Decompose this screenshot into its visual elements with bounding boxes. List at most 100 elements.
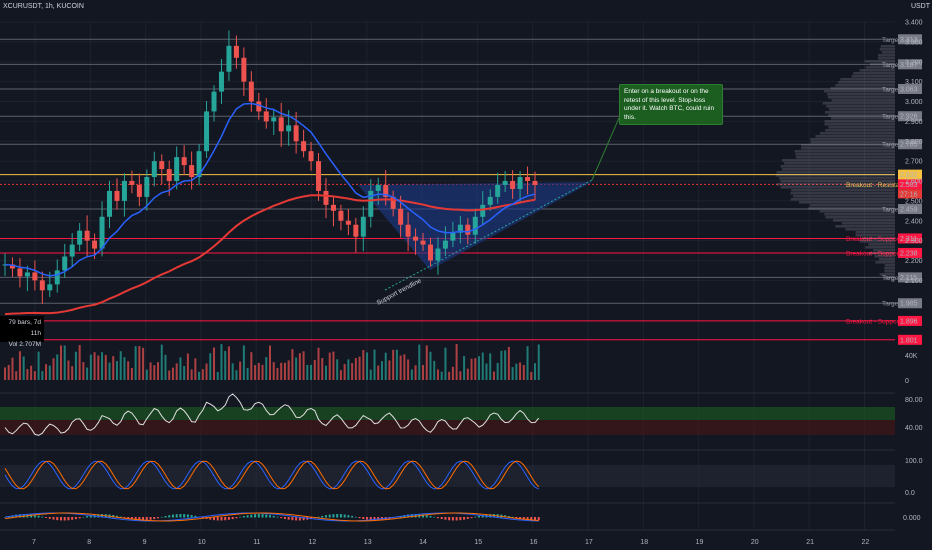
macd-hist [160,516,163,518]
volume-bar [97,355,100,380]
macd-hist [534,517,536,521]
volume-bar [384,352,387,380]
volume-bar [295,357,298,380]
time-axis: 7 8 9 10 11 12 13 14 15 16 17 18 19 20 21 22 [32,539,869,546]
candle-body [62,256,68,271]
volume-bar [71,366,74,380]
profile-bar [874,255,895,258]
time-tick: 7 [32,539,36,546]
candle-body [211,91,217,112]
time-tick: 16 [530,539,538,546]
rsi-tick: 80.00 [905,397,923,404]
profile-bar [845,228,895,231]
time-tick: 10 [198,539,206,546]
profile-bar [875,261,895,264]
volume-bar [459,371,462,380]
volume-bar [30,365,33,380]
volume-pane: 40K 0 [4,344,918,385]
macd-hist [422,514,425,518]
profile-bar [878,258,895,261]
macd-hist [530,517,533,521]
time-tick: 11 [253,539,260,546]
profile-bar [795,153,895,156]
macd-hist [246,515,249,518]
profile-bar [815,135,895,138]
volume-bar [235,370,238,380]
profile-bar [782,159,895,162]
macd-hist [209,517,212,520]
volume-bar [478,356,481,380]
time-tick: 15 [474,539,482,546]
currency-label: USDT [910,3,930,10]
price-tick: 3.400 [905,20,923,27]
macd-hist [455,517,458,521]
candle-body [204,111,210,152]
candle-body [9,264,15,269]
macd-hist [302,517,305,521]
profile-bar [828,114,895,117]
level-price-box [898,272,922,283]
candle-body [427,244,433,261]
candle-body [390,196,396,209]
macd-hist [448,517,451,521]
candle-body [293,125,299,142]
profile-bar [841,222,895,225]
volume-bar [201,369,204,380]
macd-hist [201,517,204,519]
profile-bar [780,165,895,168]
level-price-box [898,111,922,122]
volume-bar [4,367,6,380]
volume-bar [515,363,518,380]
profile-bar [879,48,895,51]
volume-bar [436,369,439,380]
macd-hist [67,517,70,521]
volume-bar [93,352,96,380]
stoch-tick: 0.0 [905,490,915,497]
volume-bar [52,358,55,380]
level-label: Breakout - Resistance [846,182,910,189]
candle-body [398,208,404,225]
price-tick: 3.300 [905,39,923,46]
macd-hist [291,517,294,521]
macd-signal-line [4,512,539,522]
profile-bar [775,174,895,177]
macd-hist [227,517,230,520]
candle-body [286,125,292,132]
macd-hist [145,517,148,521]
profile-bar [840,78,895,81]
profile-bar [831,99,895,102]
macd-hist [74,517,77,520]
macd-hist [451,517,454,521]
macd-hist [324,515,327,518]
volume-bar [33,371,36,380]
profile-bar [870,63,895,66]
macd-hist [489,514,492,518]
volume-bar [414,365,417,380]
volume-bar [257,362,260,380]
volume-bar [11,357,14,380]
candle-body [495,184,501,197]
price-tick: 2.600 [905,179,923,186]
profile-bar [865,66,895,69]
macd-hist [515,517,518,519]
volume-bar [373,349,376,380]
macd-hist [283,517,286,519]
macd-hist [410,514,413,518]
profile-bar [828,126,895,129]
macd-hist [224,517,227,521]
volume-bar [287,360,290,380]
profile-bar [780,186,895,189]
level-price-text: 3.187 [900,62,918,69]
macd-hist [194,515,197,518]
macd-hist [130,517,133,520]
profile-bar [790,192,895,195]
trade-note[interactable]: Enter on a breakout or on the retest of … [619,84,723,125]
macd-hist [347,515,350,518]
price-axis: 3.400 3.300 3.200 3.100 3.000 2.900 2.800 2.700… [905,20,923,285]
profile-bar [776,183,895,186]
macd-hist [504,515,507,518]
volume-bar [104,354,107,380]
volume-bar [388,360,391,380]
volume-bar [291,349,294,380]
profile-bar [825,129,895,132]
